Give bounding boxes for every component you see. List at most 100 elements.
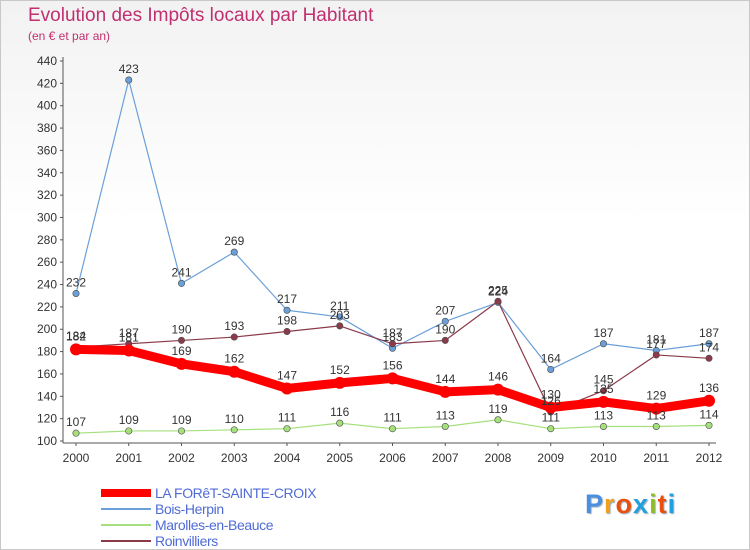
data-point	[597, 395, 610, 408]
data-point	[336, 419, 344, 427]
data-point	[547, 365, 555, 373]
data-label: 225	[488, 283, 508, 297]
x-tick-label: 2000	[63, 451, 90, 465]
y-tick-label: 300	[37, 210, 57, 224]
data-label: 187	[382, 326, 402, 340]
data-point	[388, 425, 396, 433]
data-point	[547, 425, 555, 433]
y-tick-label: 100	[37, 434, 57, 448]
data-point	[281, 382, 293, 395]
data-point	[70, 343, 82, 356]
line-chart: 100 120 140 160 180 200 220 240 260 280 300 320 340 3…	[37, 54, 723, 465]
data-label: 144	[435, 372, 455, 386]
data-point	[178, 427, 186, 435]
data-label: 181	[119, 330, 139, 344]
x-tick-label: 2009	[537, 451, 564, 465]
data-label: 110	[225, 412, 244, 426]
data-point	[230, 248, 238, 256]
data-point	[544, 401, 557, 414]
y-tick-label: 320	[37, 188, 57, 202]
x-tick-label: 2005	[326, 451, 353, 465]
data-point	[599, 387, 607, 395]
proxiti-logo: Proxiti	[585, 489, 676, 520]
data-point	[705, 354, 713, 362]
data-label: 113	[594, 408, 613, 422]
data-label: 181	[646, 332, 666, 346]
data-label: 217	[277, 292, 297, 306]
data-point	[703, 394, 715, 407]
x-tick-label: 2003	[221, 451, 248, 465]
data-point	[228, 365, 241, 378]
legend-label: LA FORêT-SAINTE-CROIX	[155, 485, 317, 501]
data-point	[178, 279, 186, 287]
y-tick-label: 360	[37, 143, 57, 157]
data-label: 211	[330, 299, 349, 313]
data-point	[122, 344, 135, 357]
logo-letter: i	[649, 489, 658, 519]
data-label: 184	[66, 329, 86, 343]
data-label: 183	[382, 330, 402, 344]
data-point	[336, 313, 344, 321]
y-tick-label: 400	[37, 99, 57, 113]
x-tick-label: 2004	[274, 451, 301, 465]
y-tick-label: 200	[37, 322, 57, 336]
data-point	[441, 336, 449, 344]
data-label: 164	[541, 351, 561, 365]
data-label: 129	[646, 389, 666, 403]
data-label: 119	[488, 402, 507, 416]
data-label: 114	[699, 407, 718, 421]
data-label: 241	[171, 265, 191, 279]
data-point	[494, 416, 502, 424]
data-point	[175, 357, 188, 370]
y-tick-label: 380	[37, 121, 57, 135]
data-point	[652, 351, 660, 359]
x-tick-label: 2012	[696, 451, 723, 465]
data-label: 177	[646, 337, 666, 351]
data-label: 107	[66, 415, 86, 429]
x-tick-label: 2007	[432, 451, 459, 465]
x-tick-label: 2001	[115, 451, 142, 465]
y-tick-label: 180	[37, 345, 57, 359]
x-tick-label: 2011	[643, 451, 669, 465]
data-point	[125, 76, 133, 84]
legend-label: Roinvilliers	[155, 533, 218, 549]
x-tick-label: 2008	[485, 451, 512, 465]
data-label: 207	[435, 303, 455, 317]
data-label: 147	[277, 368, 297, 382]
data-point	[283, 306, 291, 314]
data-label: 130	[541, 387, 561, 401]
y-tick-label: 120	[37, 412, 57, 426]
data-point	[492, 383, 504, 396]
data-label: 232	[66, 275, 86, 289]
legend-swatch	[101, 489, 151, 497]
data-point	[230, 333, 238, 341]
data-label: 116	[330, 405, 349, 419]
data-label: 111	[383, 411, 402, 425]
data-label: 182	[66, 329, 86, 343]
data-label: 224	[488, 284, 508, 298]
data-point	[494, 297, 502, 305]
data-label: 190	[171, 322, 191, 336]
x-tick-label: 2006	[379, 451, 406, 465]
data-label: 269	[224, 234, 244, 248]
y-tick-label: 440	[37, 54, 57, 68]
data-point	[125, 427, 133, 435]
data-point	[388, 340, 396, 348]
data-point	[283, 425, 291, 433]
data-point	[652, 422, 660, 430]
y-tick-label: 420	[37, 76, 57, 90]
data-point	[441, 422, 449, 430]
y-tick-label: 160	[37, 367, 57, 381]
legend-swatch	[101, 508, 151, 510]
data-label: 203	[330, 308, 350, 322]
legend-label: Marolles-en-Beauce	[155, 517, 274, 533]
data-label: 146	[488, 370, 508, 384]
data-label: 187	[699, 326, 719, 340]
data-label: 193	[224, 319, 244, 333]
data-point	[336, 322, 344, 330]
data-label: 169	[171, 344, 191, 358]
chart-title: Evolution des Impôts locaux par Habitant	[28, 5, 374, 26]
data-point	[705, 421, 713, 429]
logo-letter: x	[633, 489, 650, 519]
data-label: 423	[119, 62, 139, 76]
